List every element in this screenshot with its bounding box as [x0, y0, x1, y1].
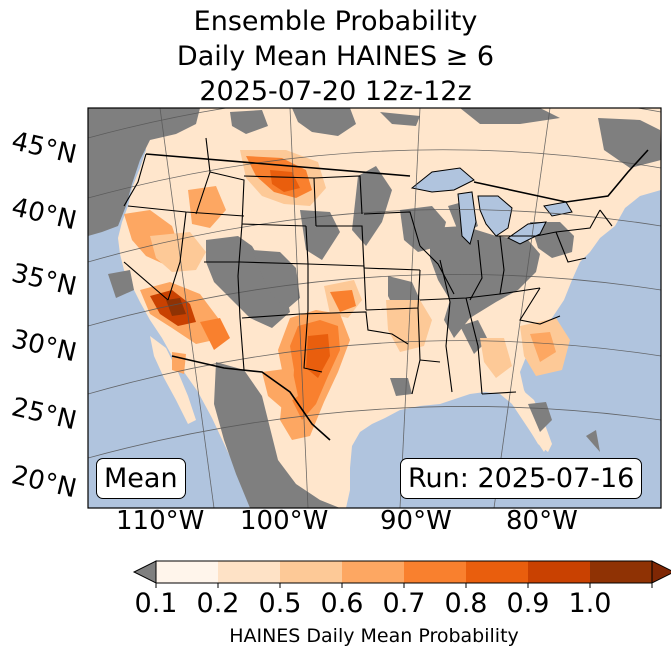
lon-label-80w: 80°W — [506, 506, 578, 536]
colorbar-tick-label: 0.6 — [320, 588, 364, 619]
lon-label-100w: 100°W — [240, 506, 329, 536]
great-lakes — [410, 167, 573, 245]
colorbar-segment — [156, 561, 218, 583]
title-line-3: 2025-07-20 12z-12z — [199, 76, 472, 107]
colorbar-tick-label: 0.2 — [196, 588, 240, 619]
colorbar-tick-label: 0.7 — [382, 588, 426, 619]
colorbar-under-arrow — [132, 560, 157, 584]
stat-box: Mean — [96, 458, 186, 499]
graticule — [88, 108, 661, 508]
state-borders — [123, 137, 613, 395]
colorbar-segment — [342, 561, 404, 583]
colorbar-segment — [466, 561, 528, 583]
colorbar-tick-label: 1.0 — [568, 588, 612, 619]
title-line-1: Ensemble Probability — [193, 6, 478, 37]
colorbar-label: HAINES Daily Mean Probability — [229, 625, 519, 647]
colorbar-segment — [590, 561, 652, 583]
colorbar-tick-label: 0.5 — [258, 588, 302, 619]
country-borders — [145, 149, 649, 441]
colorbar-segment — [404, 561, 466, 583]
run-date-box: Run: 2025-07-16 — [400, 458, 643, 499]
land-florida — [504, 388, 552, 452]
colorbar-segment — [218, 561, 280, 583]
title-line-2: Daily Mean HAINES ≥ 6 — [176, 41, 495, 72]
colorbar-segment — [528, 561, 590, 583]
colorbar-over-arrow — [651, 560, 671, 584]
colorbar-tick-label: 0.8 — [444, 588, 488, 619]
lon-label-90w: 90°W — [380, 506, 452, 536]
colorbar-tick-label: 0.9 — [506, 588, 550, 619]
colorbar-tick-label: 0.1 — [134, 588, 178, 619]
colorbar-segment — [280, 561, 342, 583]
colorbar — [132, 560, 671, 588]
lon-label-110w: 110°W — [116, 506, 205, 536]
land-baja — [150, 336, 196, 424]
